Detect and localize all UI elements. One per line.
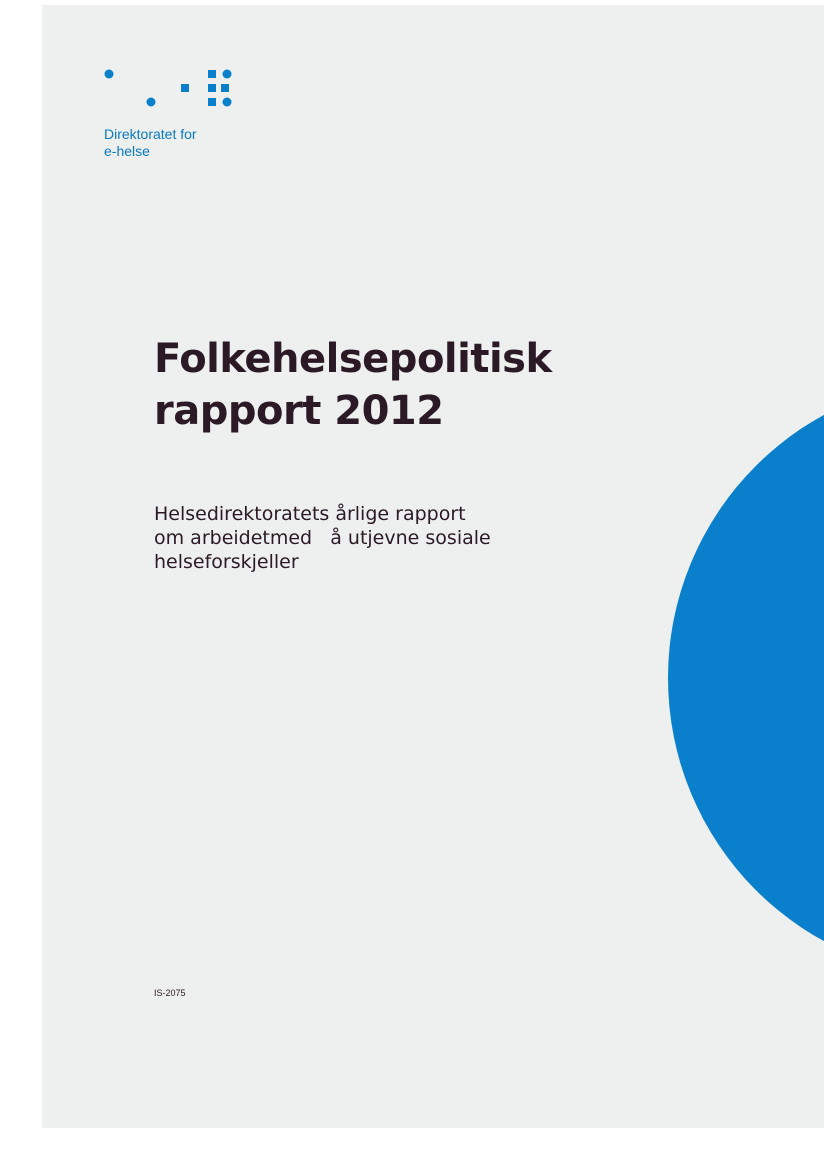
logo-dot (222, 97, 232, 107)
organization-name-line1: Direktoratet for (104, 126, 197, 142)
logo-square (221, 84, 229, 92)
logo-square (181, 84, 189, 92)
subtitle-line-2: om arbeidetmed å utjevne sosiale (154, 527, 491, 549)
organization-name-line2: e-helse (104, 143, 150, 159)
logo-dot (146, 97, 156, 107)
organization-name: Direktoratet for e-helse (104, 126, 197, 160)
report-id: IS-2075 (154, 988, 186, 998)
logo-square (208, 70, 216, 78)
subtitle-line-3: helseforskjeller (154, 551, 299, 573)
logo-dot (104, 69, 114, 79)
logo-dot (222, 69, 232, 79)
subtitle-line-1: Helsedirektoratets årlige rapport (154, 503, 466, 525)
document-subtitle: Helsedirektoratets årlige rapport om arbe… (154, 502, 491, 574)
decorative-blue-circle (668, 378, 824, 978)
report-cover-page: Direktoratet for e-helse Folkehelsepoliti… (42, 5, 824, 1128)
dot-grid-logo-icon (104, 69, 232, 107)
organization-logo: Direktoratet for e-helse (104, 68, 244, 168)
logo-square (208, 98, 216, 106)
document-title: Folkehelsepolitisk rapport 2012 (154, 336, 552, 434)
logo-square (208, 84, 216, 92)
